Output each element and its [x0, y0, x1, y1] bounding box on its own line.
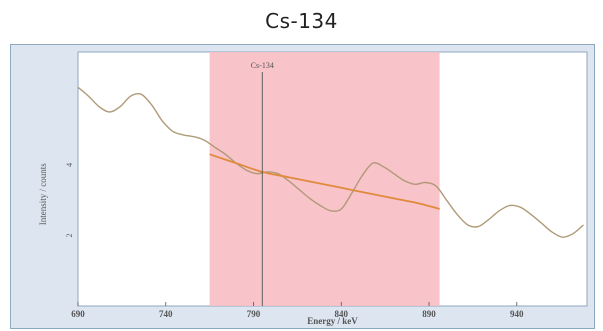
- x-tick-label: 740: [159, 309, 173, 319]
- background-line: [209, 153, 440, 210]
- background-series: [209, 153, 440, 210]
- x-tick-label: 890: [422, 309, 436, 319]
- y-tick-label: 2: [65, 233, 74, 237]
- spectrum-chart: Cs-134 690 740 790 840 890 940 24 Energy / ke…: [9, 43, 596, 330]
- x-tick-label: 940: [510, 309, 524, 319]
- y-axis-label: Intensity / counts: [38, 163, 48, 225]
- x-tick-label: 790: [247, 309, 261, 319]
- page-title: Cs-134: [265, 9, 338, 33]
- y-axis-ticks: 24: [65, 163, 74, 238]
- spectrum-line: [77, 86, 584, 238]
- x-tick-label: 690: [71, 309, 85, 319]
- x-tick-label: 840: [335, 309, 349, 319]
- y-tick-label: 4: [65, 163, 74, 167]
- roi-region: [209, 52, 440, 306]
- peak-marker-label: Cs-134: [251, 61, 274, 70]
- x-axis-ticks: 690 740 790 840 890 940: [71, 302, 524, 319]
- x-axis-label: Energy / keV: [307, 316, 358, 326]
- spectrum-series: [77, 86, 584, 238]
